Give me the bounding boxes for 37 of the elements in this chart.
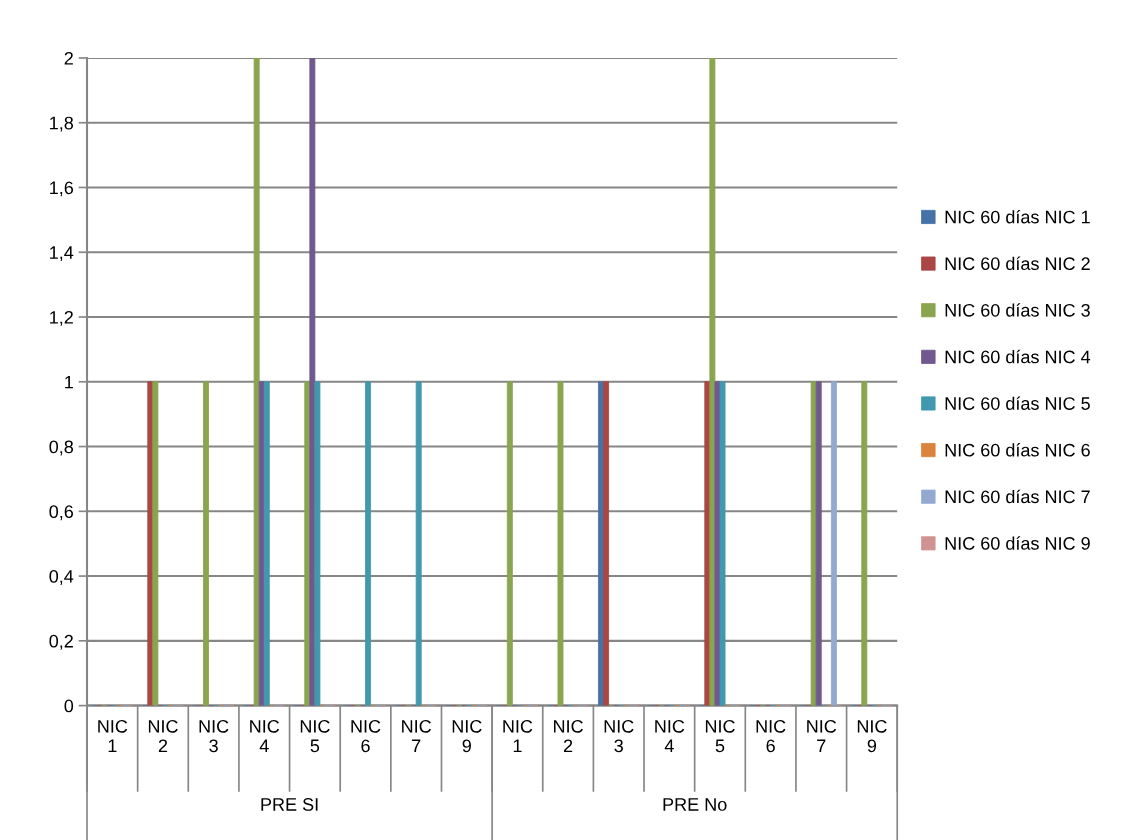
x-tick-label: NIC 2 — [148, 719, 178, 753]
legend-label: NIC 60 días NIC 6 — [945, 443, 1090, 457]
x-tick-label: NIC 5 — [300, 719, 330, 753]
legend-label: NIC 60 días NIC 7 — [945, 489, 1090, 504]
text: PRE No — [663, 798, 727, 811]
y-tick-label: 0 — [64, 699, 74, 713]
y-tick-label: 1,8 — [50, 116, 74, 132]
y-tick-label: 1,4 — [50, 246, 74, 262]
y-tick-label: 2 — [64, 51, 73, 65]
legend-label: NIC 60 días NIC 4 — [945, 349, 1091, 364]
legend-label: NIC 60 días NIC 2 — [945, 256, 1090, 271]
x-tick-label: NIC 4 — [250, 719, 280, 753]
y-tick-label: 1,6 — [50, 181, 74, 197]
y-tick-label: 0,4 — [49, 570, 74, 585]
legend-label: NIC 60 días NIC 9 — [945, 536, 1090, 550]
legend-label: NIC 60 días NIC 5 — [945, 396, 1090, 410]
y-tick-label: 1 — [65, 375, 73, 389]
y-tick-label: 0,6 — [49, 505, 74, 521]
x-tick-label: NIC 9 — [857, 719, 887, 753]
x-tick-label: NIC 1 — [503, 719, 533, 753]
x-tick-label: NIC 7 — [807, 719, 837, 753]
x-tick-label: NIC 7 — [402, 719, 432, 753]
x-tick-label: NIC 6 — [351, 719, 381, 753]
x-tick-label: NIC 6 — [756, 719, 786, 753]
x-tick-label: NIC 1 — [98, 719, 128, 753]
x-tick-label: NIC 9 — [452, 719, 482, 753]
x-tick-label: NIC 3 — [199, 719, 229, 753]
y-tick-label: 1,2 — [50, 310, 73, 326]
text: PRE SI — [261, 798, 318, 811]
x-tick-label: NIC 2 — [554, 719, 583, 753]
x-tick-label: NIC 5 — [705, 719, 735, 753]
legend-label: NIC 60 días NIC 1 — [945, 209, 1090, 224]
x-tick-label: NIC 4 — [655, 719, 685, 753]
y-tick-label: 0,2 — [49, 634, 73, 650]
legend-label: NIC 60 días NIC 3 — [945, 303, 1090, 317]
y-tick-label: 0,8 — [49, 440, 74, 456]
x-tick-label: NIC 3 — [604, 719, 634, 753]
